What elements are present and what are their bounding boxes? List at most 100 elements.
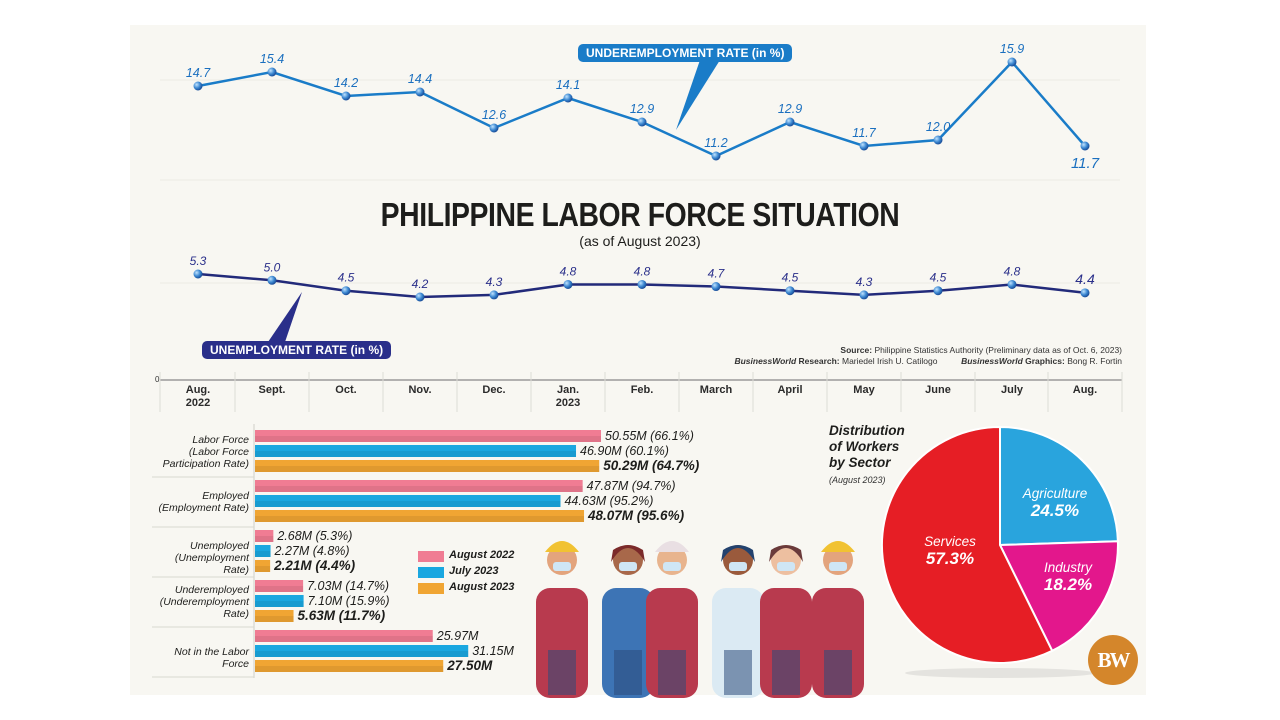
unemployment-rate-tag: UNEMPLOYMENT RATE (in %)	[202, 341, 392, 359]
bar-value-label: 31.15M	[472, 644, 514, 658]
legend-label: August 2023	[449, 581, 515, 593]
bar-july-2023	[255, 595, 304, 607]
month-label: June	[925, 384, 951, 396]
underemployment-value-label: 12.9	[778, 102, 802, 116]
bar-august-2023	[255, 660, 444, 672]
month-label: Oct.	[335, 384, 357, 396]
byline: BusinessWorld Research: Mariedel Irish U…	[734, 356, 1122, 366]
unemployment-marker	[711, 282, 721, 292]
bar-shade	[255, 651, 469, 657]
unemployment-value-label: 4.8	[634, 264, 651, 278]
underemployment-value-label: 12.0	[926, 120, 950, 134]
bar-july-2023	[255, 545, 271, 557]
bar-value-label: 50.55M (66.1%)	[605, 429, 694, 443]
bar-shade	[255, 601, 304, 607]
pie-shadow	[905, 668, 1095, 678]
unemployment-value-label: 4.7	[708, 267, 726, 281]
worker-legs	[724, 650, 752, 695]
pie-slice-agriculture	[999, 425, 1119, 547]
worker-legs	[824, 650, 852, 695]
page-title: PHILIPPINE LABOR FORCE SITUATION	[380, 196, 900, 233]
underemployment-value-label: 11.2	[704, 136, 727, 150]
bar-august-2023	[255, 560, 271, 572]
unemployment-value-label: 4.5	[930, 271, 947, 285]
unemployment-value-label: 4.8	[560, 264, 577, 278]
month-label: July	[1000, 384, 1023, 396]
underemployment-value-label: 14.4	[408, 72, 432, 86]
unemployment-marker	[933, 286, 943, 296]
bar-value-label: 25.97M	[436, 629, 479, 643]
unemployment-value-label: 4.5	[338, 271, 355, 285]
bar-shade	[255, 436, 601, 442]
businessworld-logo: BW	[1088, 635, 1138, 685]
worker-hair	[721, 545, 755, 562]
bar-august-2023	[255, 610, 294, 622]
underemployment-value-label: 11.7	[852, 126, 876, 140]
bar-july-2023	[255, 495, 561, 507]
underemployment-value-label: 14.2	[334, 76, 358, 90]
underemployment-value-label: 11.7	[1071, 155, 1100, 172]
bar-value-label: 2.27M (4.8%)	[274, 544, 350, 558]
unemployment-value-label: 4.5	[782, 271, 799, 285]
bar-shade	[255, 666, 444, 672]
bar-value-label: 50.29M (64.7%)	[603, 458, 700, 473]
month-label: Sept.	[258, 384, 286, 396]
axis-zero-label: 0	[155, 375, 160, 384]
bar-august-2022	[255, 530, 274, 542]
legend-label: July 2023	[449, 565, 499, 577]
unemployment-marker	[267, 275, 277, 285]
worker-legs	[658, 650, 686, 695]
unemployment-value-label: 4.2	[412, 277, 429, 291]
unemployment-value-label: 5.3	[190, 254, 207, 268]
pie-subtitle: (August 2023)	[829, 475, 886, 485]
legend-swatch	[418, 551, 444, 562]
unemployment-marker	[415, 292, 425, 302]
bar-shade	[255, 451, 577, 457]
underemployment-marker	[193, 81, 203, 91]
month-label: Aug.	[1072, 384, 1098, 396]
bar-july-2023	[255, 645, 469, 657]
hard-hat-icon	[821, 541, 855, 552]
pie-title: Distribution of Workers by Sector	[829, 423, 905, 470]
bar-category-label: Labor Force (Labor Force Participation Rat…	[162, 434, 249, 470]
underemployment-marker	[711, 151, 721, 161]
month-label: April	[777, 384, 803, 396]
month-label: March	[699, 384, 733, 396]
bar-value-label: 48.07M (95.6%)	[588, 508, 685, 523]
bar-august-2023	[255, 460, 600, 472]
bar-category-label: Not in the Labor Force	[174, 646, 249, 670]
unemployment-marker	[637, 279, 647, 289]
unemployment-value-label: 4.4	[1075, 271, 1095, 287]
underemployment-value-label: 12.9	[630, 102, 654, 116]
unemployment-value-label: 4.3	[486, 275, 503, 289]
underemployment-marker	[415, 87, 425, 97]
pie-label-agriculture: Agriculture 24.5%	[1022, 486, 1088, 520]
month-label: Dec.	[482, 384, 506, 396]
underemployment-value-label: 14.1	[556, 78, 580, 92]
bar-shade	[255, 501, 561, 507]
unemployment-pointer	[268, 292, 302, 342]
bar-shade	[255, 551, 271, 557]
unemployment-value-label: 4.3	[856, 275, 873, 289]
worker-legs	[614, 650, 642, 695]
worker-hair	[769, 545, 803, 562]
unemployment-marker	[859, 290, 869, 300]
underemployment-rate-tag: UNDEREMPLOYMENT RATE (in %)	[578, 44, 793, 62]
legend-swatch	[418, 583, 444, 594]
underemployment-marker	[933, 135, 943, 145]
face-mask-icon	[619, 562, 637, 571]
bar-shade	[255, 586, 304, 592]
bar-shade	[255, 616, 294, 622]
face-mask-icon	[829, 562, 847, 571]
bar-august-2023	[255, 510, 585, 522]
worker-hair	[611, 545, 645, 562]
bar-value-label: 5.63M (11.7%)	[297, 608, 386, 623]
bar-august-2022	[255, 480, 583, 492]
underemployment-value-label: 12.6	[482, 108, 506, 122]
bar-value-label: 44.63M (95.2%)	[564, 494, 654, 508]
underemployment-value-label: 15.4	[260, 52, 284, 66]
unemployment-value-label: 4.8	[1004, 264, 1021, 278]
legend-swatch	[418, 567, 444, 578]
unemployment-marker	[563, 279, 573, 289]
